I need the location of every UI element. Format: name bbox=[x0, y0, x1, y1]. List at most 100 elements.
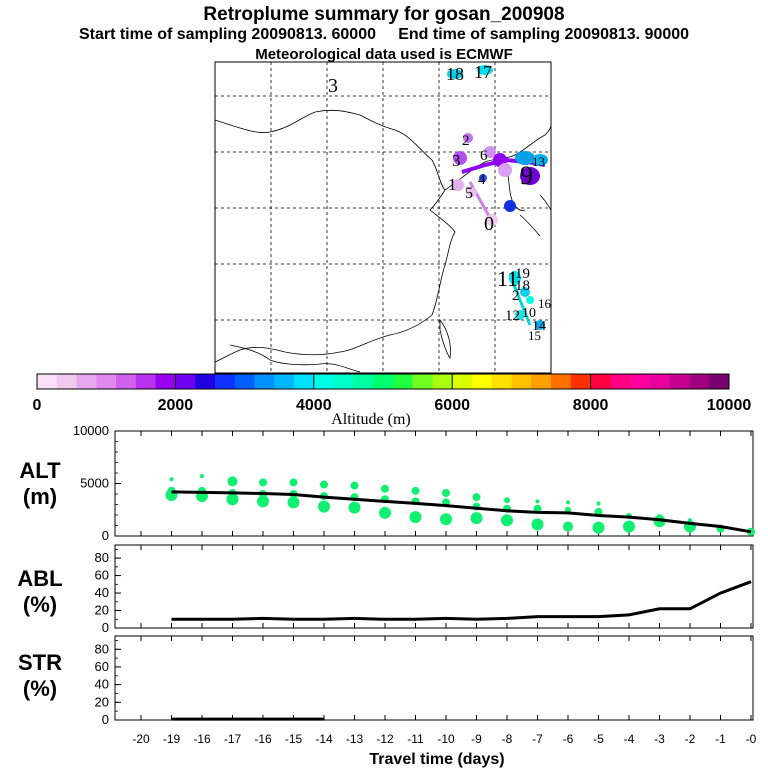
colorbar-swatch bbox=[392, 374, 414, 389]
plume-marker bbox=[526, 296, 534, 304]
colorbar-swatch bbox=[689, 374, 710, 389]
map-content bbox=[215, 62, 551, 373]
colorbar-swatch bbox=[135, 374, 157, 389]
map-number-label: 4 bbox=[478, 172, 486, 188]
x-tick-label: -9 bbox=[471, 732, 482, 746]
map-number-label: 17 bbox=[474, 62, 492, 82]
plume-marker bbox=[498, 163, 512, 177]
panel-abl: 80 60 40 20 0 bbox=[95, 544, 754, 635]
panel-unit-label: (m) bbox=[23, 484, 57, 509]
map-coastline bbox=[215, 109, 456, 363]
x-tick-label: -5 bbox=[593, 732, 604, 746]
colorbar-swatch bbox=[96, 374, 117, 389]
plume-marker bbox=[452, 179, 464, 191]
x-tick-label: -19 bbox=[163, 732, 181, 746]
colorbar-swatch bbox=[610, 374, 631, 389]
altitude-point bbox=[688, 518, 692, 523]
map-number-label: 9 bbox=[520, 161, 533, 190]
colorbar-swatch bbox=[353, 374, 374, 389]
map-number-label: 2 bbox=[512, 288, 520, 304]
altitude-point bbox=[200, 474, 204, 479]
panel-frame bbox=[114, 544, 754, 629]
map-number-label: 18 bbox=[515, 278, 530, 294]
y-tick-label: 60 bbox=[95, 659, 109, 674]
y-tick-label: 10000 bbox=[73, 423, 109, 438]
altitude-point bbox=[409, 511, 422, 524]
colorbar-swatch bbox=[669, 374, 690, 389]
colorbar-swatch bbox=[649, 374, 671, 389]
altitude-point bbox=[350, 481, 359, 490]
x-tick-label: -8 bbox=[502, 732, 513, 746]
panel-str: 80 60 40 20 0 bbox=[95, 635, 754, 727]
altitude-point bbox=[227, 476, 238, 487]
altitude-point bbox=[535, 499, 540, 504]
altitude-point bbox=[504, 497, 510, 504]
y-tick-label: 0 bbox=[102, 528, 109, 543]
colorbar-swatch bbox=[452, 374, 473, 389]
met-data-label: Meteorological data used is ECMWF bbox=[255, 46, 513, 63]
abl-series-line bbox=[171, 580, 752, 621]
y-tick-label: 40 bbox=[95, 677, 109, 692]
map-number-label: 2 bbox=[462, 133, 470, 149]
panel-label: ALT bbox=[19, 458, 61, 483]
map-number-label: 15 bbox=[528, 328, 541, 343]
altitude-point bbox=[320, 480, 328, 489]
map-number-label: 3 bbox=[452, 151, 461, 170]
altitude-point bbox=[596, 501, 601, 506]
altitude-point bbox=[169, 477, 174, 482]
colorbar-swatch bbox=[432, 374, 453, 389]
altitude-point bbox=[440, 513, 452, 526]
plume-marker bbox=[447, 69, 463, 79]
map-number-label: 19 bbox=[515, 266, 530, 282]
x-tick-label: -3 bbox=[654, 732, 665, 746]
altitude-point bbox=[563, 521, 573, 532]
colorbar-swatch bbox=[570, 374, 591, 389]
colorbar-swatch bbox=[333, 374, 354, 389]
y-tick-label: 0 bbox=[102, 712, 109, 727]
map-number-label: 1 bbox=[448, 175, 457, 194]
colorbar-swatch bbox=[709, 374, 730, 389]
panel-unit-label: (%) bbox=[23, 676, 57, 701]
x-tick-label: -4 bbox=[624, 732, 635, 746]
plume-marker bbox=[520, 167, 540, 185]
y-tick-label: 20 bbox=[95, 603, 109, 618]
altitude-point bbox=[287, 496, 300, 509]
x-tick-label: -16 bbox=[254, 732, 272, 746]
y-tick-label: 40 bbox=[95, 585, 109, 600]
x-tick-label: -14 bbox=[315, 732, 333, 746]
altitude-point bbox=[379, 506, 391, 519]
plume-marker bbox=[453, 151, 467, 165]
plume-marker bbox=[535, 320, 545, 330]
colorbar-tick-label: 8000 bbox=[573, 397, 609, 414]
colorbar-swatch bbox=[531, 374, 552, 389]
altitude-point bbox=[566, 500, 570, 505]
map-number-label: 10 bbox=[522, 306, 536, 321]
altitude-point bbox=[381, 484, 389, 493]
altitude-point bbox=[257, 495, 269, 508]
y-tick-label: 80 bbox=[95, 641, 109, 656]
map-number-label: 5 bbox=[465, 185, 473, 202]
panel-alt: 10000 5000 0 bbox=[73, 423, 755, 543]
panel-unit-label: (%) bbox=[23, 592, 57, 617]
panel-frame bbox=[114, 635, 754, 721]
plume-marker bbox=[463, 133, 473, 143]
plume-marker bbox=[477, 65, 493, 75]
alt-series-line bbox=[171, 490, 752, 534]
chart-title: Retroplume summary for gosan_200908 bbox=[203, 4, 565, 25]
colorbar-swatch bbox=[56, 374, 77, 389]
colorbar-swatch bbox=[630, 374, 651, 389]
map-coastline bbox=[229, 344, 361, 373]
colorbar-tick-label: 10000 bbox=[707, 397, 752, 414]
y-tick-label: 60 bbox=[95, 568, 109, 583]
x-tick-label: -16 bbox=[193, 732, 211, 746]
colorbar-swatch bbox=[471, 374, 493, 389]
map-number-label: 12 bbox=[505, 308, 520, 324]
altitude-point bbox=[501, 514, 513, 527]
map-number-label: 3 bbox=[328, 75, 338, 97]
colorbar-swatch bbox=[511, 374, 532, 389]
map-number-label: 11 bbox=[497, 266, 518, 291]
altitude-point bbox=[472, 493, 481, 502]
colorbar-swatch bbox=[234, 374, 255, 389]
colorbar-swatch bbox=[37, 374, 58, 389]
x-tick-label: -12 bbox=[376, 732, 394, 746]
